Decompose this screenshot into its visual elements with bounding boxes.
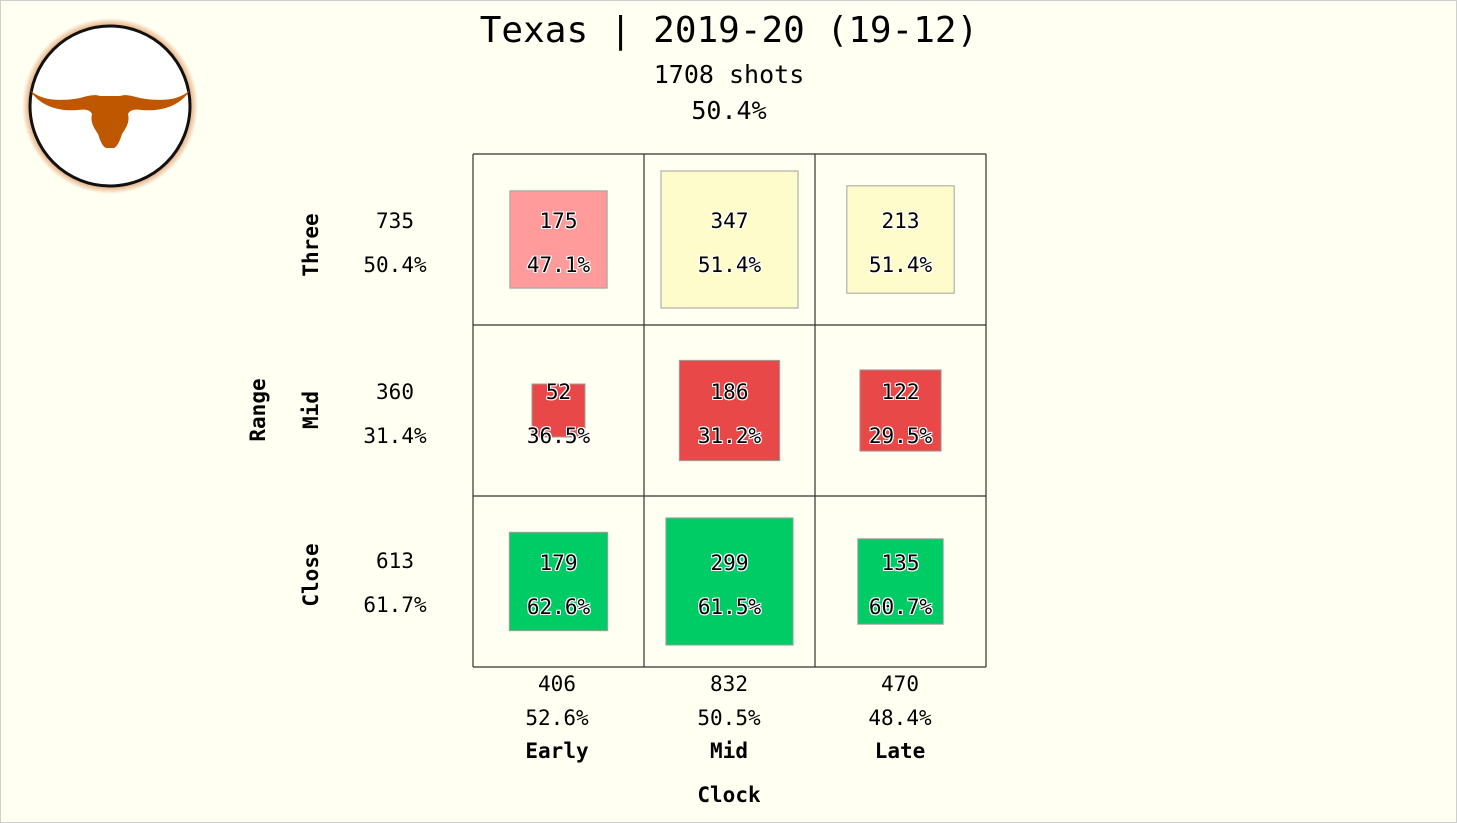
cell-shots-label: 135	[881, 551, 920, 575]
col-label-mid: Mid	[710, 739, 748, 763]
cell-pct-label: 31.2%	[697, 424, 762, 448]
cell-shots-label: 347	[710, 209, 749, 233]
row-total-shots: 735	[376, 209, 414, 233]
row-total-pct: 50.4%	[363, 253, 427, 277]
cell-shots-label: 52	[545, 380, 572, 404]
row-total-shots: 360	[376, 380, 414, 404]
cell-pct-label: 29.5%	[868, 424, 933, 448]
heatmap-cell-square	[846, 185, 955, 294]
heatmap-cell-square	[665, 517, 794, 646]
col-total-pct: 50.5%	[697, 706, 761, 730]
heatmap-cell-square	[660, 170, 799, 309]
cell-shots-label: 213	[881, 209, 920, 233]
row-total-shots: 613	[376, 549, 414, 573]
heatmap-cell-square	[857, 538, 944, 625]
col-total-shots: 832	[710, 672, 748, 696]
cell-pct-label: 47.1%	[526, 253, 591, 277]
cell-pct-label: 51.4%	[868, 253, 933, 277]
cell-pct-label: 36.5%	[526, 424, 591, 448]
x-axis-title: Clock	[697, 783, 761, 807]
chart-subtitle: 1708 shots	[653, 60, 805, 89]
cell-shots-label: 299	[710, 551, 749, 575]
longhorn-logo	[22, 18, 198, 194]
cell-shots-label: 179	[539, 551, 578, 575]
col-total-pct: 52.6%	[525, 706, 589, 730]
cell-shots-label: 122	[881, 380, 920, 404]
heatmap-cell-square	[509, 190, 608, 289]
cell-shots-label: 186	[710, 380, 749, 404]
chart-title: Texas | 2019-20 (19-12)	[479, 10, 979, 51]
col-total-shots: 470	[881, 672, 919, 696]
cell-pct-label: 51.4%	[697, 253, 762, 277]
row-total-pct: 61.7%	[363, 593, 427, 617]
heatmap-cell-square	[859, 369, 942, 452]
cell-pct-label: 60.7%	[868, 595, 933, 619]
longhorn-icon	[30, 90, 190, 148]
col-label-early: Early	[525, 739, 589, 763]
col-total-shots: 406	[538, 672, 576, 696]
col-label-late: Late	[874, 739, 926, 763]
cell-shots-label: 175	[539, 209, 578, 233]
heatmap-cell-square	[531, 383, 586, 438]
heatmap-cell-square	[508, 531, 609, 632]
row-total-pct: 31.4%	[363, 424, 427, 448]
col-total-pct: 48.4%	[868, 706, 932, 730]
heatmap-cell-square	[678, 359, 781, 462]
cell-pct-label: 62.6%	[526, 595, 591, 619]
cell-pct-label: 61.5%	[697, 595, 762, 619]
overall-percentage: 50.4%	[691, 96, 767, 125]
